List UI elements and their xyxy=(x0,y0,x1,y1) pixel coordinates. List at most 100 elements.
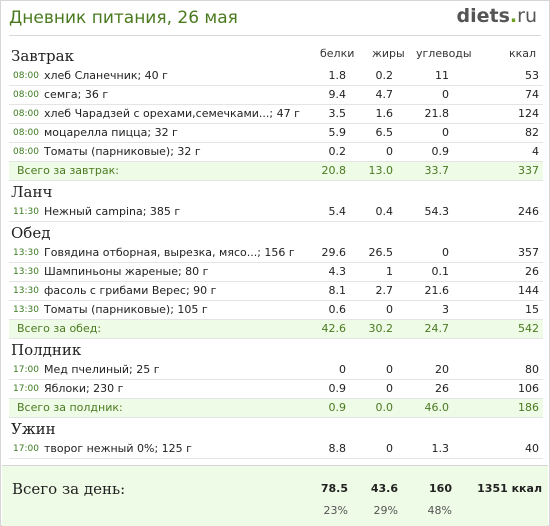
header-divider xyxy=(9,35,541,36)
food-name[interactable]: Шампиньоны жареные; 80 г xyxy=(44,265,209,278)
protein-value: 5.4 xyxy=(328,205,347,218)
meal-time: 17:00 xyxy=(13,444,39,454)
meal-name: Обед xyxy=(11,224,51,242)
carbs-value: 21.6 xyxy=(424,284,450,297)
fat-value: 1.6 xyxy=(375,107,394,120)
meal-subtotal-row: Всего за обед: 42.6 30.2 24.7 542 xyxy=(9,320,543,339)
protein-value: 3.5 xyxy=(328,107,347,120)
day-total-label: Всего за день: xyxy=(12,480,126,498)
food-name[interactable]: хлеб Сланечник; 40 г xyxy=(44,69,168,82)
food-row[interactable]: 08:00 хлеб Сланечник; 40 г 1.8 0.2 11 53 xyxy=(9,67,543,86)
subtotal-label: Всего за полдник: xyxy=(17,401,123,414)
fat-value: 0 xyxy=(386,363,393,376)
fat-value: 0 xyxy=(386,145,393,158)
food-name[interactable]: творог нежный 0%; 125 г xyxy=(44,442,192,455)
food-row[interactable]: 13:30 Шампиньоны жареные; 80 г 4.3 1 0.1 26 xyxy=(9,263,543,282)
subtotal-carbs: 24.7 xyxy=(424,322,450,335)
fat-value: 0.2 xyxy=(375,69,394,82)
kcal-value: 246 xyxy=(518,205,539,218)
protein-value: 0.9 xyxy=(328,382,347,395)
food-row[interactable]: 08:00 Томаты (парниковые); 32 г 0.2 0 0.9 4 xyxy=(9,143,543,162)
meal-time: 13:30 xyxy=(13,305,39,315)
carbs-value: 54.3 xyxy=(424,205,450,218)
fat-value: 0.4 xyxy=(375,205,394,218)
food-row[interactable]: 13:30 Говядина отборная, вырезка, мясо...… xyxy=(9,244,543,263)
carbs-value: 0 xyxy=(442,88,449,101)
meal-list: Завтрак 08:00 хлеб Сланечник; 40 г 1.8 0.2 11… xyxy=(9,45,543,459)
food-name[interactable]: Томаты (парниковые); 105 г xyxy=(44,303,208,316)
meal-time: 08:00 xyxy=(13,128,39,138)
carbs-value: 26 xyxy=(435,382,449,395)
subtotal-kcal: 186 xyxy=(518,401,539,414)
subtotal-label: Всего за завтрак: xyxy=(17,164,120,177)
subtotal-fat: 30.2 xyxy=(368,322,394,335)
subtotal-fat: 13.0 xyxy=(368,164,394,177)
kcal-value: 357 xyxy=(518,246,539,259)
subtotal-protein: 20.8 xyxy=(321,164,347,177)
kcal-value: 82 xyxy=(525,126,539,139)
protein-value: 9.4 xyxy=(328,88,347,101)
kcal-value: 40 xyxy=(525,442,539,455)
food-row[interactable]: 11:30 Нежный campina; 385 г 5.4 0.4 54.3 246 xyxy=(9,203,543,222)
food-row[interactable]: 17:00 Яблоки; 230 г 0.9 0 26 106 xyxy=(9,380,543,399)
fat-value: 1 xyxy=(386,265,393,278)
protein-value: 8.8 xyxy=(328,442,347,455)
subtotal-protein: 42.6 xyxy=(321,322,347,335)
food-row[interactable]: 17:00 творог нежный 0%; 125 г 8.8 0 1.3 40 xyxy=(9,440,543,459)
meal-section: Завтрак 08:00 хлеб Сланечник; 40 г 1.8 0.2 11… xyxy=(9,45,543,181)
food-row[interactable]: 08:00 моцарелла пицца; 32 г 5.9 6.5 0 82 xyxy=(9,124,543,143)
food-name[interactable]: фасоль с грибами Верес; 90 г xyxy=(44,284,217,297)
food-name[interactable]: Яблоки; 230 г xyxy=(44,382,124,395)
food-name[interactable]: Томаты (парниковые); 32 г xyxy=(44,145,201,158)
kcal-value: 80 xyxy=(525,363,539,376)
kcal-value: 124 xyxy=(518,107,539,120)
food-row[interactable]: 08:00 семга; 36 г 9.4 4.7 0 74 xyxy=(9,86,543,105)
fat-value: 26.5 xyxy=(368,246,394,259)
meal-time: 13:30 xyxy=(13,286,39,296)
carbs-value: 1.3 xyxy=(431,442,450,455)
meal-time: 08:00 xyxy=(13,90,39,100)
carbs-value: 0.1 xyxy=(431,265,450,278)
protein-value: 1.8 xyxy=(328,69,347,82)
food-name[interactable]: хлеб Чарадзей с орехами,семечками...; 47… xyxy=(44,107,300,120)
col-header-kcal: ккал xyxy=(509,47,537,60)
fat-value: 6.5 xyxy=(375,126,394,139)
meal-time: 17:00 xyxy=(13,365,39,375)
food-row[interactable]: 13:30 фасоль с грибами Верес; 90 г 8.1 2.7 2… xyxy=(9,282,543,301)
logo-dot: . xyxy=(509,5,518,27)
logo-main: diets xyxy=(456,5,510,27)
food-name[interactable]: Говядина отборная, вырезка, мясо...; 156… xyxy=(44,246,295,259)
food-name[interactable]: Нежный campina; 385 г xyxy=(44,205,181,218)
page-title: Дневник питания, 26 мая xyxy=(9,8,238,28)
meal-section: Полдник 17:00 Мед пчелиный; 25 г 0 0 20 80 17:0… xyxy=(9,339,543,418)
meal-name: Ужин xyxy=(11,420,56,438)
subtotal-fat: 0.0 xyxy=(375,401,394,414)
subtotal-kcal: 542 xyxy=(518,322,539,335)
fat-value: 0 xyxy=(386,442,393,455)
food-name[interactable]: моцарелла пицца; 32 г xyxy=(44,126,178,139)
day-total: Всего за день: 78.5 43.6 160 1351 ккал 2… xyxy=(2,465,548,526)
food-row[interactable]: 08:00 хлеб Чарадзей с орехами,семечками..… xyxy=(9,105,543,124)
col-header-carbs: углеводы xyxy=(416,47,472,60)
col-header-fat: жиры xyxy=(372,47,405,60)
food-row[interactable]: 17:00 Мед пчелиный; 25 г 0 0 20 80 xyxy=(9,361,543,380)
kcal-value: 144 xyxy=(518,284,539,297)
carbs-value: 20 xyxy=(435,363,449,376)
meal-section: Ланч 11:30 Нежный campina; 385 г 5.4 0.4 54.3… xyxy=(9,181,543,222)
food-row[interactable]: 13:30 Томаты (парниковые); 105 г 0.6 0 3 15 xyxy=(9,301,543,320)
food-name[interactable]: Мед пчелиный; 25 г xyxy=(44,363,160,376)
subtotal-kcal: 337 xyxy=(518,164,539,177)
food-name[interactable]: семга; 36 г xyxy=(44,88,109,101)
fat-value: 2.7 xyxy=(375,284,394,297)
protein-value: 0.2 xyxy=(328,145,347,158)
day-total-carbs: 160 xyxy=(429,482,452,495)
site-logo[interactable]: diets.ru xyxy=(457,5,537,27)
meal-time: 08:00 xyxy=(13,71,39,81)
kcal-value: 15 xyxy=(525,303,539,316)
kcal-value: 4 xyxy=(532,145,539,158)
meal-time: 17:00 xyxy=(13,384,39,394)
meal-time: 08:00 xyxy=(13,109,39,119)
fat-value: 0 xyxy=(386,303,393,316)
meal-time: 13:30 xyxy=(13,248,39,258)
